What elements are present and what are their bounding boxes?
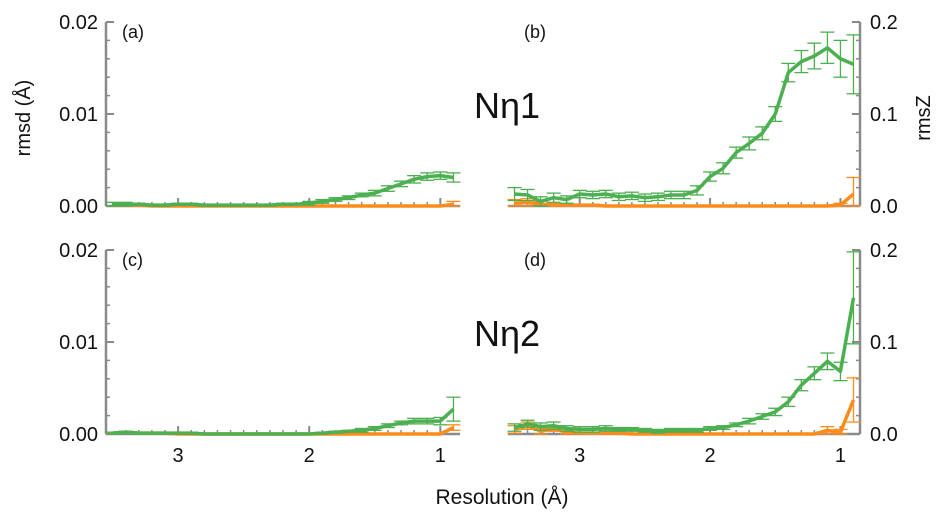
panel-label: (a) xyxy=(122,22,144,42)
x-tick-label: 3 xyxy=(173,445,184,467)
y-tick-label: 0.2 xyxy=(870,12,898,34)
y-tick-label: 0.0 xyxy=(870,196,898,218)
series-green xyxy=(507,251,861,434)
series-line xyxy=(112,173,454,207)
panel-label: (c) xyxy=(122,250,143,270)
series-green xyxy=(507,31,861,207)
y-tick-label: 0.00 xyxy=(59,196,98,218)
x-axis-label: Resolution (Å) xyxy=(435,486,568,509)
x-tick-label: 1 xyxy=(835,445,846,467)
y-tick-label: 0.1 xyxy=(870,104,898,126)
panel-c: 0.00 0.01 0.02 3 2 1 (c) Nη2 xyxy=(59,240,540,467)
series-green xyxy=(105,171,461,207)
y-tick-label: 0.1 xyxy=(870,332,898,354)
y-tick-label: 0.00 xyxy=(59,424,98,446)
panel-a: 0.00 0.01 0.02 (a) Nη1 xyxy=(59,12,540,218)
y-axis-label-rmsd: rmsd (Å) xyxy=(12,80,35,157)
y-tick-label: 0.02 xyxy=(59,12,98,34)
panel-label: (d) xyxy=(524,250,546,270)
panel-b: 0.0 0.1 0.2 (b) xyxy=(507,12,898,218)
panel-annotation: Nη1 xyxy=(474,85,540,126)
panel-annotation: Nη2 xyxy=(474,313,540,354)
series-line xyxy=(514,297,856,433)
y-tick-label: 0.2 xyxy=(870,240,898,262)
y-tick-label: 0.01 xyxy=(59,104,98,126)
panel-d: 0.0 0.1 0.2 3 2 1 (d) xyxy=(507,240,898,467)
y-tick-label: 0.02 xyxy=(59,240,98,262)
y-tick-label: 0.01 xyxy=(59,332,98,354)
y-axis-label-rmsz: rmsZ xyxy=(913,95,935,141)
x-tick-label: 3 xyxy=(574,445,585,467)
panels-group: 0.000.010.02 (a)Nη10.00.10.2(b)0.000.010.… xyxy=(59,12,898,467)
x-tick-label: 1 xyxy=(435,445,446,467)
x-tick-label: 2 xyxy=(705,445,716,467)
panel-label: (b) xyxy=(524,22,546,42)
series-green xyxy=(105,396,461,436)
series-line xyxy=(514,46,855,204)
x-tick-label: 2 xyxy=(304,445,315,467)
y-tick-label: 0.0 xyxy=(870,424,898,446)
